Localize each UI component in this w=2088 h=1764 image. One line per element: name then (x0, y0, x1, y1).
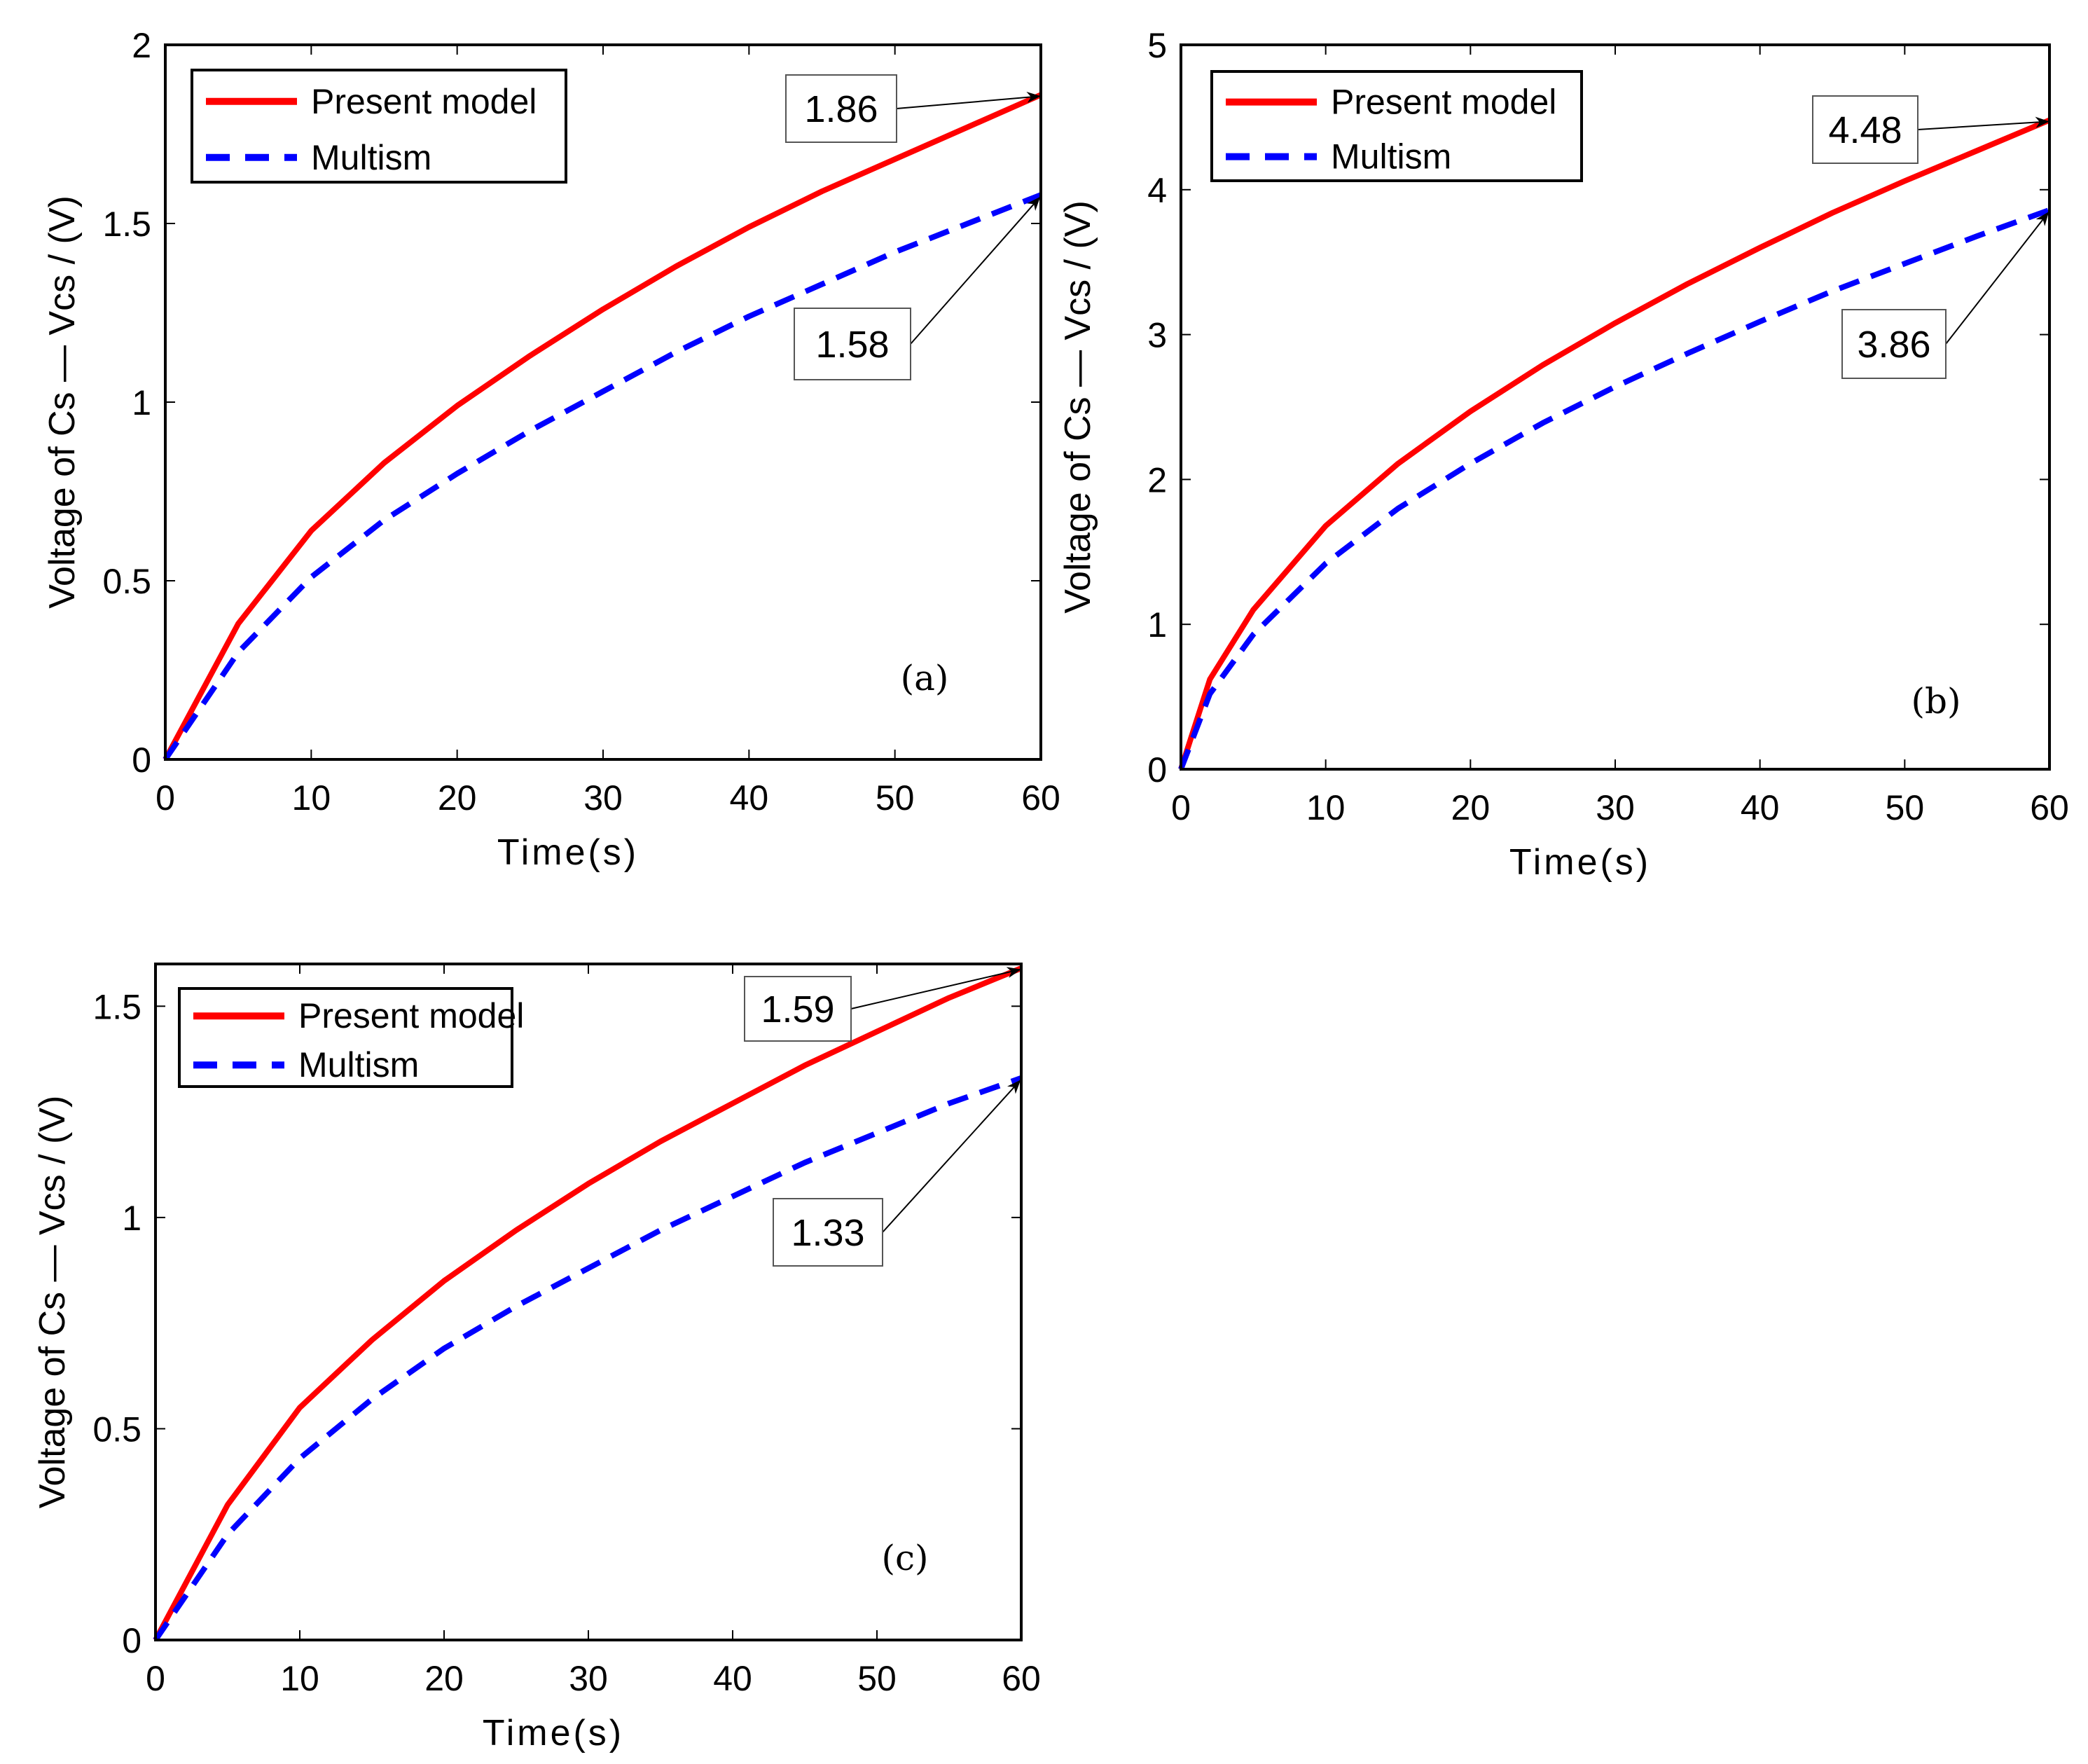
annotation-arrow (896, 91, 1041, 109)
series-line-multism (153, 1075, 1023, 1642)
y-tick-label: 1 (1147, 605, 1167, 645)
series-line-present-model (1178, 117, 2051, 771)
y-tick-label: 0.5 (92, 1410, 141, 1449)
x-tick-label: 10 (280, 1659, 319, 1698)
chart-panel-b: 0 10 20 30 40 50 60 0 1 2 3 4 5 4.48 3.86 Present model… (1058, 26, 2069, 883)
x-tick-label: 50 (857, 1659, 897, 1698)
series-line-multism (163, 192, 1042, 762)
y-tick-label: 1.5 (92, 987, 141, 1026)
panel-label: (c) (881, 1538, 928, 1578)
x-tick-label: 60 (1021, 778, 1060, 818)
annotation-arrow (1917, 116, 2049, 130)
x-tick-label: 20 (1451, 788, 1491, 827)
x-tick-label: 10 (1306, 788, 1346, 827)
x-tick-label: 60 (1002, 1659, 1041, 1698)
y-tick-label: 1.5 (102, 205, 151, 244)
legend-label: Present model (1331, 83, 1556, 122)
x-tick-label: 20 (438, 778, 477, 818)
x-tick-label: 10 (292, 778, 331, 818)
plot-frame (154, 963, 1023, 1641)
panel-label: (a) (901, 658, 949, 698)
legend-box (178, 987, 513, 1088)
annotation-label: 1.58 (815, 324, 889, 366)
annotation-arrow (850, 967, 1021, 1010)
x-axis-title: Time(s) (1509, 842, 1651, 883)
x-tick-label: 50 (876, 778, 915, 818)
annotation-box (1812, 95, 1918, 164)
y-axis-title: Voltage of Cs — Vcs / (V) (1058, 200, 1098, 614)
x-tick-label: 50 (1886, 788, 1925, 827)
annotation-box (773, 1198, 883, 1267)
chart-panel-c: 0 10 20 30 40 50 60 0 0.5 1 1.5 1.59 1.33 Present mod… (32, 963, 1041, 1753)
annotation-label: 1.59 (761, 988, 834, 1031)
y-tick-label: 0.5 (102, 562, 151, 601)
x-tick-label: 30 (583, 778, 623, 818)
panel-label: (b) (1911, 681, 1961, 722)
legend-box (1210, 70, 1583, 182)
y-axis-title: Voltage of Cs — Vcs / (V) (42, 195, 83, 609)
x-tick-label: 0 (1171, 788, 1191, 827)
series-line-present-model (163, 92, 1042, 761)
y-tick-label: 5 (1147, 26, 1167, 65)
y-tick-label: 1 (132, 383, 151, 422)
series-line-present-model (153, 965, 1023, 1641)
x-tick-label: 40 (1741, 788, 1780, 827)
legend-label: Multism (311, 138, 431, 177)
legend-label: Multism (298, 1045, 419, 1084)
legend-label: Present model (311, 82, 537, 121)
x-tick-label: 60 (2030, 788, 2069, 827)
plot-frame (164, 43, 1042, 761)
legend-label: Present model (298, 996, 524, 1035)
plot-frame (1180, 43, 2051, 771)
y-axis-title: Voltage of Cs — Vcs / (V) (32, 1096, 73, 1509)
annotation-label: 1.33 (791, 1212, 864, 1254)
legend-box (191, 69, 567, 184)
x-tick-label: 20 (424, 1659, 464, 1698)
annotation-box (785, 74, 897, 143)
series-line-multism (1178, 207, 2051, 771)
x-tick-label: 40 (730, 778, 769, 818)
annotation-box (744, 976, 852, 1042)
annotation-label: 4.48 (1828, 109, 1902, 151)
x-tick-label: 30 (1596, 788, 1635, 827)
y-tick-label: 1 (122, 1199, 141, 1238)
x-tick-label: 30 (569, 1659, 608, 1698)
y-tick-label: 0 (132, 740, 151, 780)
y-tick-label: 3 (1147, 316, 1167, 355)
x-tick-label: 0 (155, 778, 175, 818)
annotation-box (794, 308, 911, 380)
annotation-label: 3.86 (1857, 324, 1930, 366)
annotation-box (1841, 309, 1947, 379)
annotation-label: 1.86 (804, 88, 878, 130)
x-tick-label: 0 (146, 1659, 165, 1698)
x-axis-title: Time(s) (483, 1713, 624, 1753)
legend-label: Multism (1331, 137, 1451, 177)
chart-panel-a: 0 10 20 30 40 50 60 0 0.5 1 1.5 2 1.86 1.58 Present mo… (42, 26, 1060, 873)
y-tick-label: 0 (1147, 750, 1167, 790)
y-tick-label: 4 (1147, 171, 1167, 210)
y-tick-label: 2 (1147, 460, 1167, 499)
x-tick-label: 40 (713, 1659, 752, 1698)
y-tick-label: 0 (122, 1621, 141, 1660)
annotation-arrow (910, 196, 1041, 345)
annotation-arrow (882, 1080, 1021, 1233)
x-axis-title: Time(s) (497, 832, 639, 873)
annotation-arrow (1945, 212, 2049, 345)
y-tick-label: 2 (132, 26, 151, 65)
